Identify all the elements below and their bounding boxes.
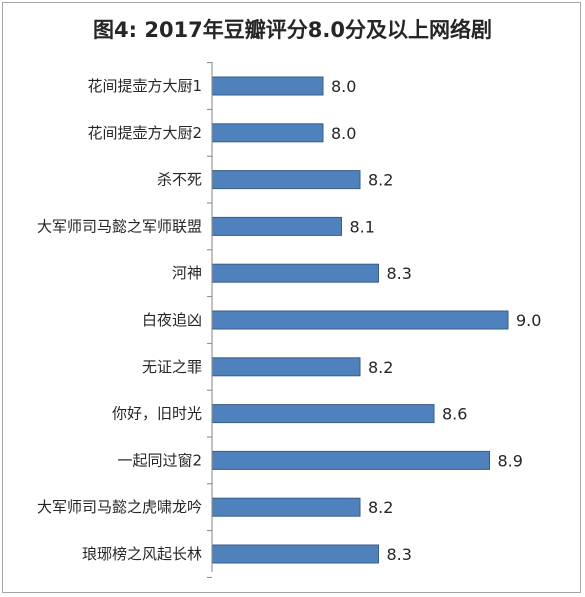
axis-layer bbox=[207, 62, 213, 578]
category-label-6: 白夜追凶 bbox=[142, 311, 202, 329]
bars-layer bbox=[211, 76, 509, 564]
bar-4 bbox=[211, 216, 342, 236]
category-label-2: 花间提壶方大厨2 bbox=[87, 124, 202, 142]
chart-frame bbox=[2, 2, 581, 593]
category-label-11: 琅琊榜之风起长林 bbox=[82, 545, 202, 563]
bar-9 bbox=[211, 450, 490, 470]
category-label-5: 河神 bbox=[172, 264, 202, 282]
bar-10 bbox=[211, 497, 361, 517]
bar-8 bbox=[211, 404, 435, 424]
category-label-7: 无证之罪 bbox=[142, 358, 202, 376]
bar-5 bbox=[211, 263, 379, 283]
value-label-8: 8.6 bbox=[442, 405, 467, 424]
value-label-11: 8.3 bbox=[387, 545, 412, 564]
labels-layer: 花间提壶方大厨1 8.0 花间提壶方大厨2 8.0 杀不死 8.2 大军师司马懿之军师联盟 8… bbox=[37, 77, 541, 564]
value-label-4: 8.1 bbox=[350, 217, 375, 236]
bar-11 bbox=[211, 544, 379, 564]
category-label-10: 大军师司马懿之虎啸龙吟 bbox=[37, 498, 202, 516]
category-label-8: 你好，旧时光 bbox=[112, 405, 202, 423]
bar-7 bbox=[211, 357, 361, 377]
bar-2 bbox=[211, 123, 324, 143]
bar-1 bbox=[211, 76, 324, 96]
category-label-3: 杀不死 bbox=[157, 171, 202, 189]
value-label-10: 8.2 bbox=[368, 498, 393, 517]
bar-3 bbox=[211, 170, 361, 190]
value-label-2: 8.0 bbox=[331, 124, 356, 143]
value-label-9: 8.9 bbox=[498, 451, 523, 470]
value-label-1: 8.0 bbox=[331, 77, 356, 96]
category-label-4: 大军师司马懿之军师联盟 bbox=[37, 217, 202, 235]
category-label-1: 花间提壶方大厨1 bbox=[87, 77, 202, 95]
chart-title: 图4: 2017年豆瓣评分8.0分及以上网络剧 bbox=[93, 18, 492, 42]
value-label-6: 9.0 bbox=[516, 311, 541, 330]
value-label-7: 8.2 bbox=[368, 358, 393, 377]
value-label-5: 8.3 bbox=[387, 264, 412, 283]
value-label-3: 8.2 bbox=[368, 171, 393, 190]
category-label-9: 一起同过窗2 bbox=[117, 451, 202, 469]
bar-6 bbox=[211, 310, 509, 330]
